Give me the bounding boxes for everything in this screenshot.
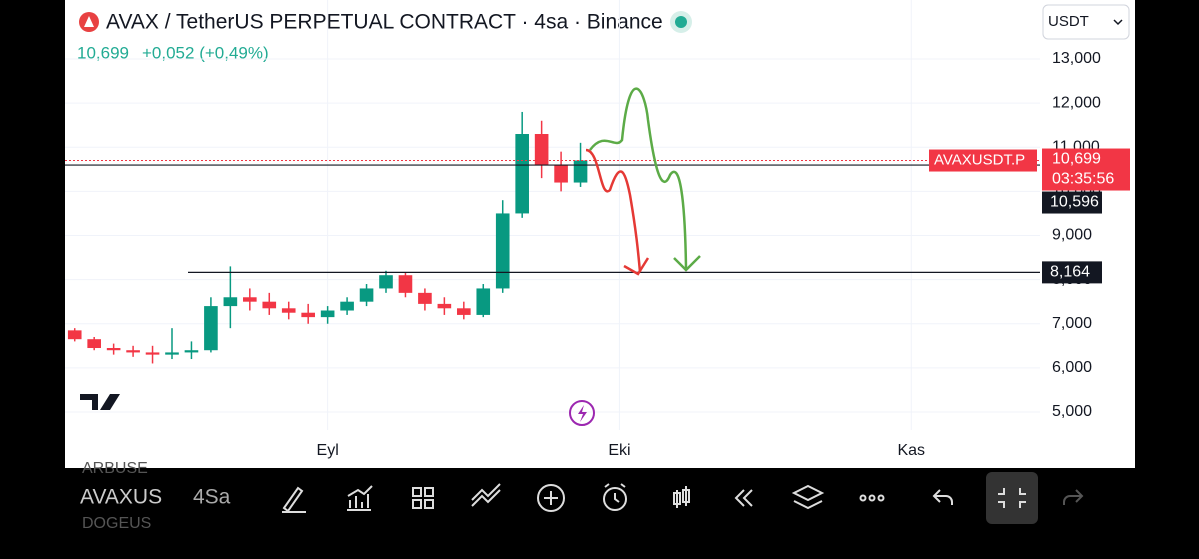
y-tick-label: 13,000 <box>1052 50 1101 67</box>
indicator-icon[interactable] <box>347 485 373 511</box>
countdown: 03:35:56 <box>1052 171 1114 188</box>
currency-select[interactable] <box>1042 4 1130 40</box>
chevron <box>1113 19 1123 26</box>
layout-icon[interactable] <box>412 487 434 509</box>
candle-body <box>340 301 354 311</box>
drawing-red <box>585 148 642 273</box>
level-tag-bg <box>1042 191 1102 214</box>
x-tick-label: Kas <box>897 442 925 459</box>
candle-body <box>204 306 218 351</box>
redo-icon <box>1063 489 1084 505</box>
candle-body <box>359 288 374 302</box>
collapse-icon <box>998 488 1026 508</box>
candle-body <box>437 303 452 309</box>
currency-label: USDT <box>1048 13 1089 30</box>
quote-price: 10,699 <box>77 43 129 62</box>
arrow-red <box>623 257 650 276</box>
candle-body <box>534 134 549 165</box>
level-tag: 10,596 <box>1050 194 1099 211</box>
toolbar-symbol[interactable]: AVAXUS <box>80 486 162 509</box>
price-tag: 10,699 <box>1052 151 1101 168</box>
tv-logo <box>80 394 120 410</box>
candle-body <box>554 164 568 183</box>
chart-area <box>65 0 1135 468</box>
candle-body <box>379 275 393 289</box>
watch-item: DOGEUS <box>82 515 151 532</box>
y-tick-label: 6,000 <box>1052 359 1092 376</box>
candle-body <box>243 297 257 302</box>
toolbar-interval[interactable]: 4Sa <box>193 486 231 509</box>
quote-change: +0,052 (+0,49%) <box>142 43 269 62</box>
x-tick-label: Eyl <box>317 442 339 459</box>
pen-icon[interactable] <box>282 486 306 513</box>
price-tag-bg <box>1042 148 1130 191</box>
undo-icon[interactable] <box>932 489 953 505</box>
x-tick-label: Eki <box>608 442 630 459</box>
candle-body <box>320 310 335 318</box>
toolbar-icons <box>282 483 1084 513</box>
chart-type-icon[interactable] <box>673 486 690 508</box>
candle-body <box>87 339 101 349</box>
candle-body <box>398 275 413 293</box>
fullscreen-button[interactable] <box>986 472 1038 524</box>
candle-body <box>126 350 140 353</box>
level-tag-bg <box>1042 261 1102 284</box>
candle-body <box>106 348 121 351</box>
layers-icon[interactable] <box>791 484 825 510</box>
candle-body <box>457 308 471 315</box>
flash-icon[interactable] <box>569 400 595 426</box>
alert-icon[interactable] <box>603 487 627 511</box>
watch-item: ARBUSE <box>82 460 148 477</box>
symbol-tag-bg <box>929 149 1037 172</box>
candle-body <box>262 301 277 309</box>
candle-body <box>165 352 179 355</box>
y-tick-label: 7,000 <box>1052 315 1092 332</box>
add-icon[interactable] <box>537 484 565 512</box>
candle-body <box>301 312 315 318</box>
candle-body <box>223 297 238 307</box>
candle-body <box>145 352 160 355</box>
arrow-green <box>673 255 701 272</box>
candle-body <box>515 134 529 214</box>
candle-body <box>495 213 510 289</box>
level-tag: 8,164 <box>1050 264 1090 281</box>
candle-body <box>418 292 432 304</box>
flash-glyph <box>578 405 587 422</box>
candle-body <box>67 330 82 340</box>
candle-body <box>573 160 588 183</box>
y-tick-label: 12,000 <box>1052 94 1101 111</box>
more-icon[interactable] <box>859 494 867 502</box>
symbol-title: AVAX / TetherUS PERPETUAL CONTRACT · 4sa… <box>106 11 663 34</box>
candle-body <box>281 308 296 313</box>
coin-glyph <box>84 16 94 27</box>
status-dot <box>675 16 687 28</box>
compare-icon[interactable] <box>471 483 501 507</box>
candle-body <box>476 288 491 315</box>
y-tick-label: 5,000 <box>1052 403 1092 420</box>
candle-body <box>184 350 199 353</box>
symbol-tag: AVAXUSDT.P <box>934 151 1025 168</box>
replay-icon[interactable] <box>734 489 753 507</box>
drawing-green <box>589 87 688 269</box>
y-tick-label: 9,000 <box>1052 227 1092 244</box>
